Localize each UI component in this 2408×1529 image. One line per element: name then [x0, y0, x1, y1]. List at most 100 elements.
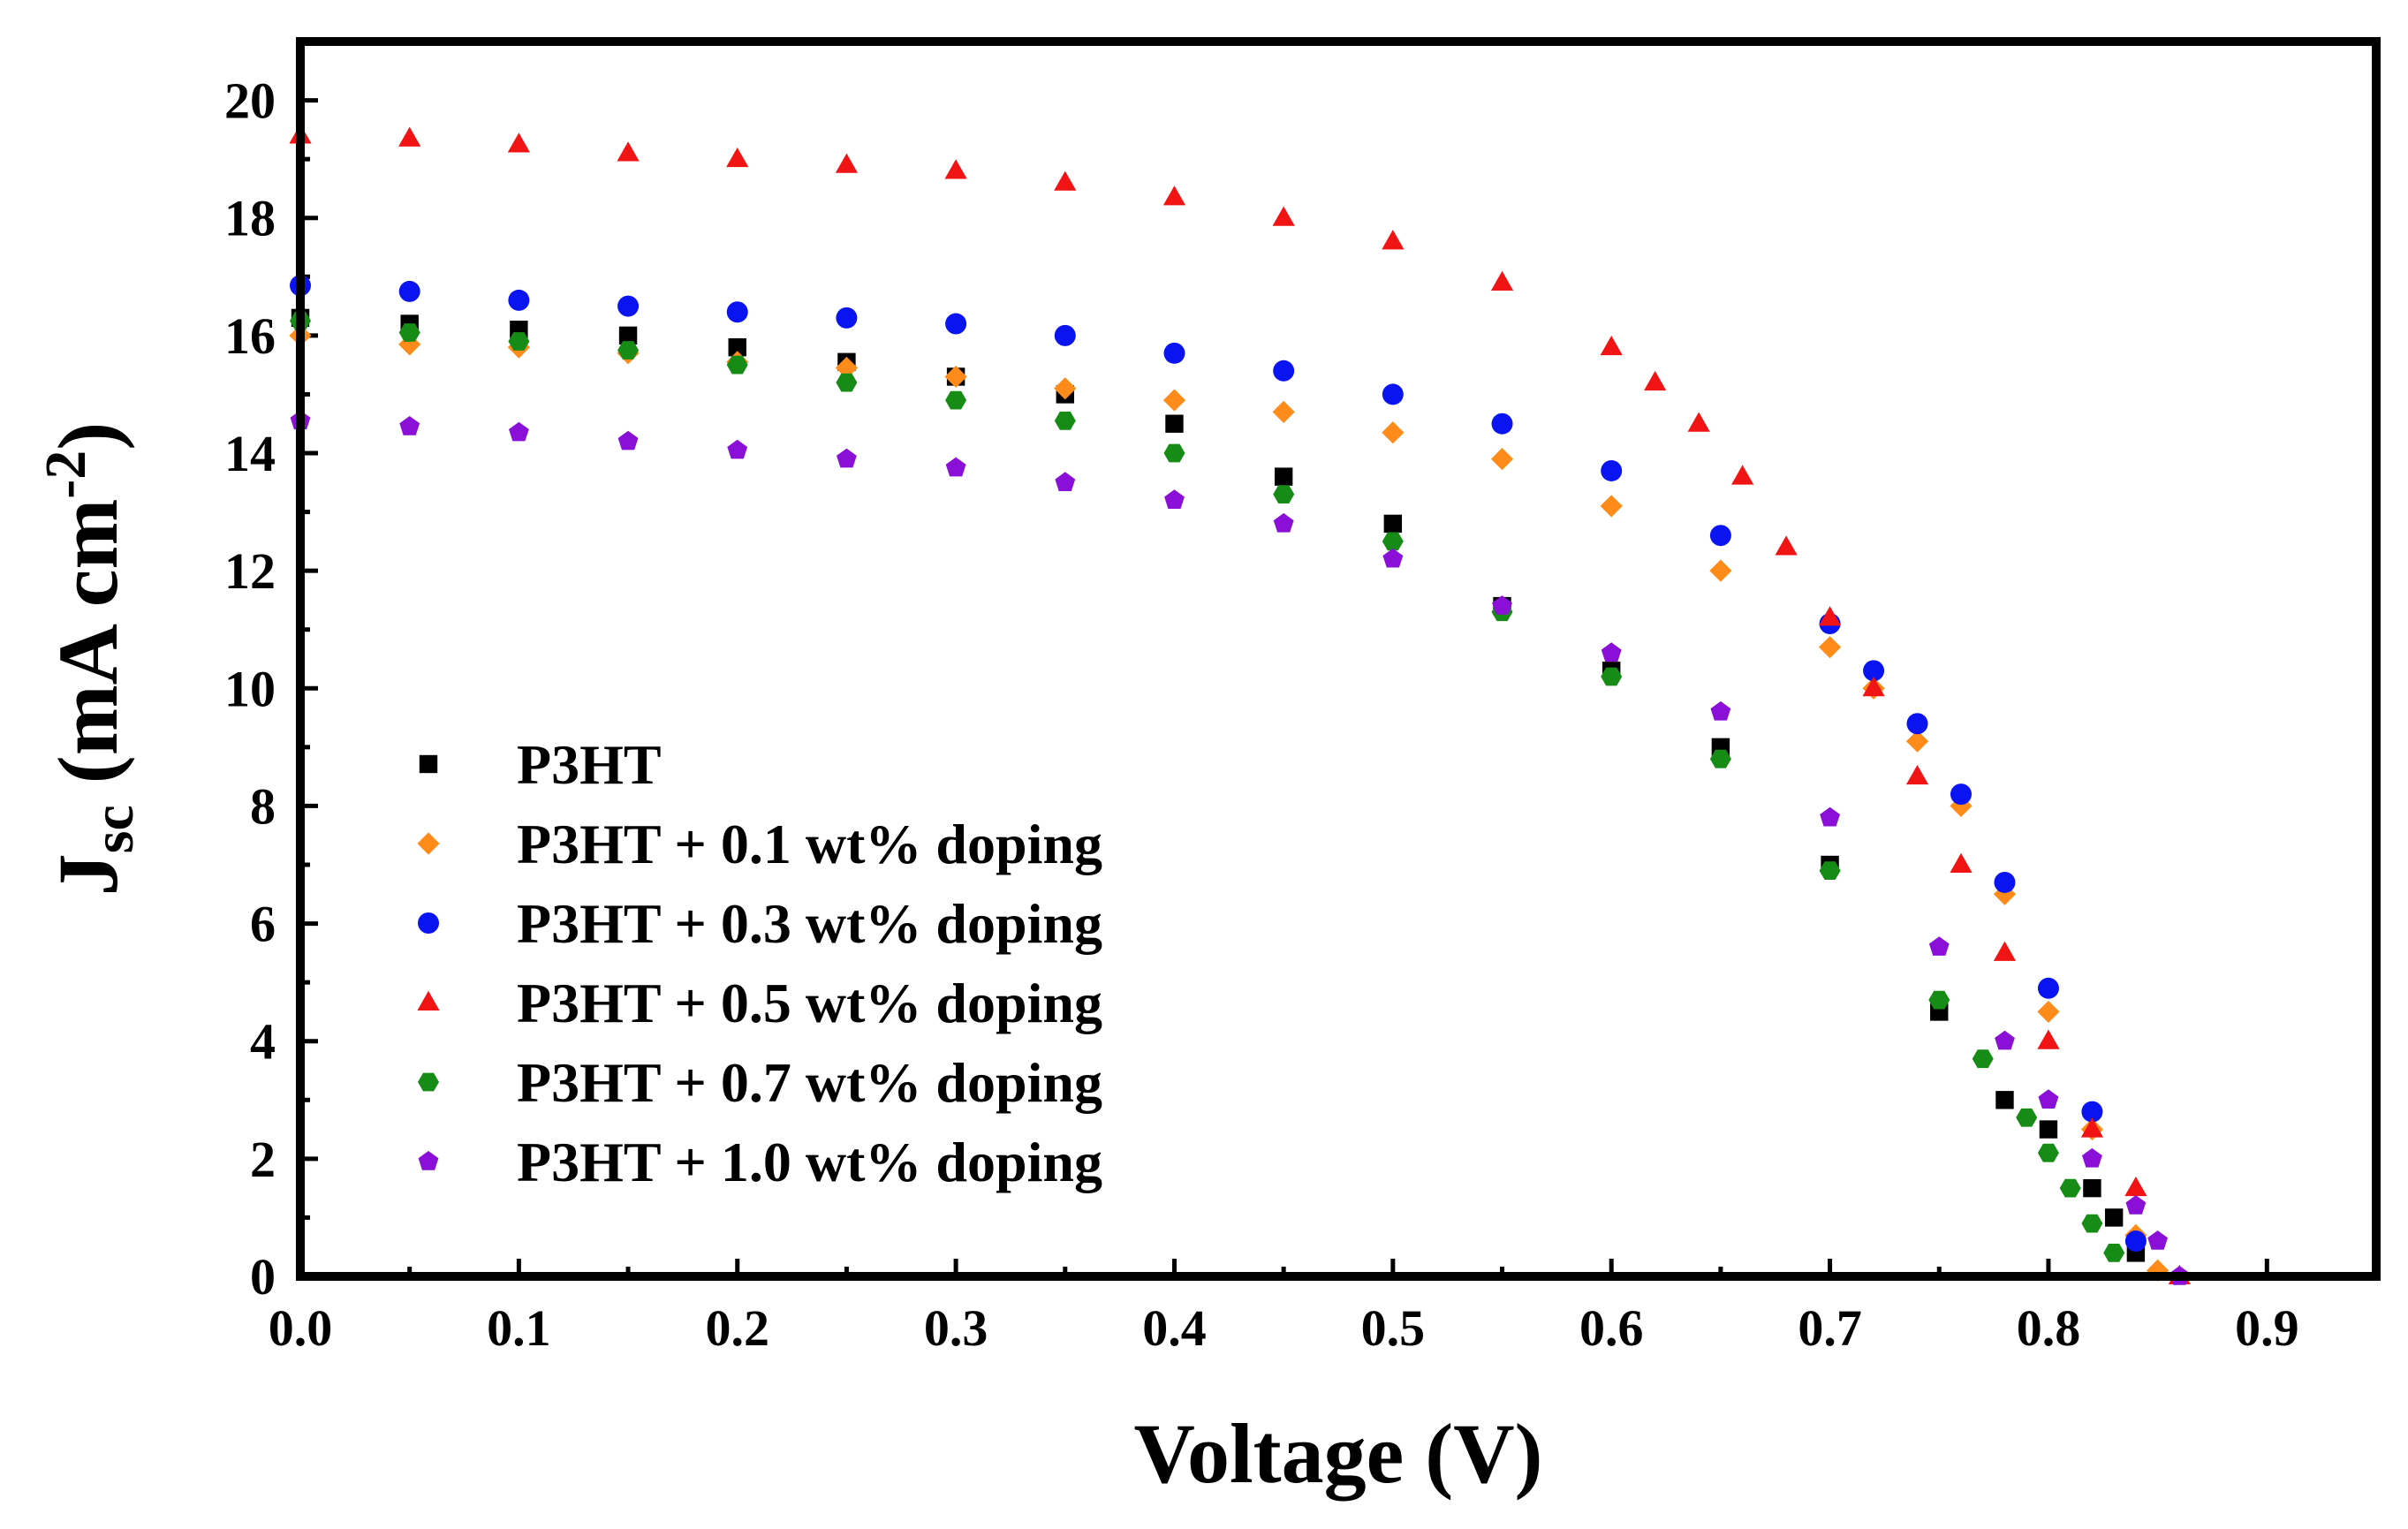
- data-point: [398, 126, 421, 147]
- legend-item: P3HT + 0.1 wt% doping: [417, 813, 1102, 875]
- data-point: [836, 373, 858, 392]
- data-point: [1165, 414, 1184, 433]
- data-point: [835, 356, 859, 380]
- y-tick-label: 4: [250, 1013, 276, 1071]
- data-point: [726, 301, 748, 323]
- data-point: [1928, 936, 1950, 956]
- data-point: [1274, 467, 1293, 486]
- x-axis-title: Voltage (V): [1133, 1406, 1542, 1501]
- data-point: [1710, 700, 1731, 721]
- data-point: [1972, 1049, 1994, 1069]
- data-point: [1382, 230, 1405, 250]
- data-point: [508, 332, 530, 351]
- data-point: [2124, 1230, 2147, 1253]
- data-point: [1163, 342, 1185, 364]
- data-point: [1601, 459, 1623, 481]
- data-point: [1995, 1091, 2014, 1109]
- data-point: [1490, 448, 1514, 471]
- y-tick-label: 18: [224, 190, 276, 247]
- data-point: [1600, 335, 1623, 356]
- data-point: [1906, 713, 1928, 735]
- legend-item: P3HT + 0.3 wt% doping: [418, 892, 1102, 955]
- data-point: [726, 147, 749, 168]
- data-point: [2103, 1244, 2125, 1262]
- data-point: [2104, 1208, 2124, 1227]
- x-tick-label: 0.6: [1579, 1299, 1644, 1357]
- series-p3ht-1-0-wt-doping: [290, 410, 2190, 1285]
- data-point: [1775, 535, 1798, 556]
- data-point: [2125, 1195, 2147, 1215]
- y-tick-label: 10: [224, 660, 276, 717]
- data-point: [2081, 1101, 2103, 1123]
- data-point: [1162, 389, 1186, 412]
- series-layer: [289, 124, 2191, 1285]
- legend-marker: [417, 990, 440, 1011]
- data-point: [2124, 1176, 2147, 1197]
- data-point: [2037, 1000, 2060, 1024]
- data-point: [617, 295, 640, 317]
- data-point: [1273, 360, 1295, 382]
- legend-label: P3HT: [517, 733, 662, 796]
- x-tick-label: 0.7: [1798, 1299, 1862, 1357]
- x-tick-label: 0.9: [2235, 1299, 2299, 1357]
- y-tick-label: 0: [250, 1248, 276, 1306]
- data-point: [945, 390, 967, 410]
- data-point: [1950, 852, 1973, 873]
- data-point: [1644, 370, 1667, 391]
- legend-marker: [418, 1072, 439, 1092]
- data-point: [508, 289, 530, 311]
- data-point: [2037, 1143, 2059, 1162]
- data-point: [1272, 400, 1295, 423]
- data-point: [1995, 1030, 2015, 1050]
- data-point: [1382, 548, 1404, 568]
- legend: P3HT P3HT + 0.1 wt% doping P3HT + 0.3 wt% …: [417, 733, 1102, 1193]
- data-point: [1862, 677, 1885, 697]
- y-tick-label: 6: [250, 896, 276, 953]
- data-point: [617, 341, 640, 360]
- legend-label: P3HT + 0.5 wt% doping: [517, 972, 1102, 1034]
- data-point: [617, 141, 640, 162]
- data-point: [1601, 667, 1623, 686]
- data-point: [1490, 270, 1514, 291]
- data-point: [1905, 764, 1929, 785]
- data-point: [398, 323, 420, 342]
- y-axis-title-subscript: sc: [81, 805, 146, 853]
- y-axis-title-unit: (mA cm: [41, 499, 135, 806]
- data-point: [1382, 421, 1405, 444]
- data-point: [944, 159, 967, 179]
- data-point: [2082, 1147, 2102, 1168]
- data-point: [1709, 749, 1731, 768]
- data-point: [2083, 1178, 2101, 1198]
- data-point: [1993, 941, 2017, 961]
- data-point: [1164, 489, 1185, 509]
- legend-item: P3HT: [419, 733, 662, 796]
- data-point: [509, 421, 529, 442]
- legend-label: P3HT + 1.0 wt% doping: [517, 1131, 1102, 1193]
- data-point: [1383, 514, 1403, 534]
- data-point: [1905, 730, 1929, 753]
- y-tick-label: 2: [250, 1131, 276, 1188]
- y-axis-title-close: ): [41, 422, 135, 450]
- data-point: [836, 307, 858, 329]
- data-point: [1054, 170, 1077, 191]
- data-point: [1273, 512, 1294, 533]
- data-point: [1709, 559, 1732, 582]
- data-point: [1731, 465, 1754, 485]
- data-point: [507, 132, 530, 153]
- x-tick-label: 0.1: [487, 1299, 551, 1357]
- data-point: [1054, 324, 1076, 346]
- legend-marker: [418, 1151, 439, 1170]
- series-p3ht-0-5-wt-doping: [289, 124, 2191, 1284]
- legend-item: P3HT + 0.7 wt% doping: [418, 1051, 1102, 1114]
- data-point: [2037, 977, 2059, 999]
- legend-label: P3HT + 0.1 wt% doping: [517, 813, 1102, 875]
- legend-label: P3HT + 0.7 wt% doping: [517, 1051, 1102, 1114]
- data-point: [945, 313, 967, 335]
- y-tick-label: 14: [224, 425, 276, 482]
- data-point: [1382, 532, 1404, 551]
- data-point: [1950, 783, 1972, 806]
- data-point: [1054, 377, 1077, 400]
- data-point: [1272, 206, 1295, 226]
